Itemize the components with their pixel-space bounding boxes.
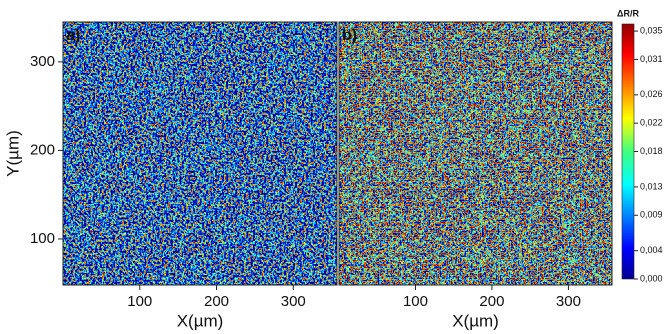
panel-label: b) [342, 27, 357, 44]
colorbar-tick-label: 0,035 [640, 25, 663, 35]
x-tick-label: 300 [556, 293, 581, 310]
x-tick-label: 200 [479, 293, 504, 310]
colorbar-tick-label: 0,000 [640, 273, 663, 283]
x-tick-label: 300 [281, 293, 306, 310]
x-axis-label: X(µm) [452, 311, 499, 330]
colorbar-tick-label: 0,013 [640, 181, 663, 191]
x-tick-label: 200 [204, 293, 229, 310]
colorbar-title: ΔR/R [617, 8, 639, 18]
y-tick-label: 100 [30, 230, 55, 247]
x-tick-label: 100 [127, 293, 152, 310]
colorbar-tick-label: 0,026 [640, 89, 663, 99]
colorbar-tick-label: 0,018 [640, 146, 663, 156]
colorbar-tick-label: 0,022 [640, 118, 663, 128]
colorbar-tick-label: 0,031 [640, 54, 663, 64]
frame-b [338, 21, 613, 286]
heatmap-b [339, 22, 612, 285]
y-axis-label: Y(µm) [3, 130, 22, 177]
colorbar [621, 23, 635, 280]
panel-label: a) [66, 27, 80, 44]
x-tick-label: 100 [403, 293, 428, 310]
y-tick-label: 300 [30, 53, 55, 70]
y-tick-label: 200 [30, 141, 55, 158]
colorbar-tick-label: 0,004 [640, 245, 663, 255]
x-axis-label: X(µm) [177, 311, 224, 330]
frame-a [62, 21, 338, 286]
heatmap-a [63, 22, 337, 285]
colorbar-tick-label: 0,009 [640, 210, 663, 220]
